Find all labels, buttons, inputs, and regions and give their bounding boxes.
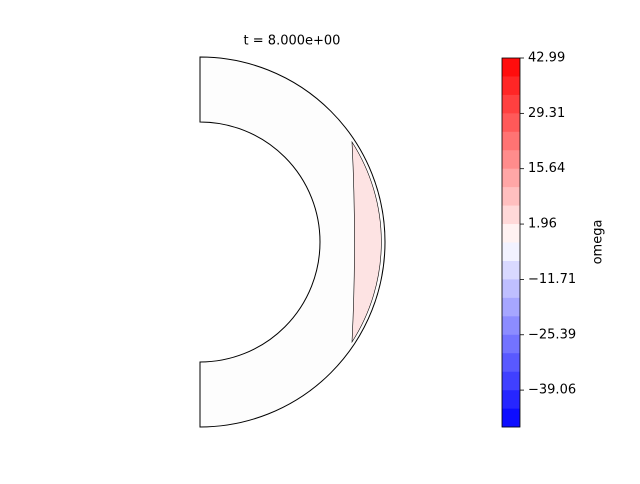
domain xyxy=(200,57,385,427)
colorbar-band xyxy=(502,316,520,336)
colorbar-band xyxy=(502,242,520,262)
colorbar-band xyxy=(502,334,520,354)
colorbar-band xyxy=(502,58,520,77)
colorbar-label: omega xyxy=(591,220,606,265)
colorbar-band xyxy=(502,94,520,114)
colorbar-tick-label: −11.71 xyxy=(528,272,576,287)
colorbar-band xyxy=(502,187,520,206)
colorbar-band xyxy=(502,279,520,299)
colorbar xyxy=(502,58,520,428)
colorbar-tick-label: −25.39 xyxy=(528,327,576,342)
colorbar-band xyxy=(502,76,520,96)
domain-outline xyxy=(199,56,386,428)
colorbar-tick-label: 29.31 xyxy=(528,106,565,121)
colorbar-tick-label: 42.99 xyxy=(528,51,565,66)
colorbar-band xyxy=(502,390,520,409)
colorbar-band xyxy=(502,205,520,225)
colorbar-band xyxy=(502,297,520,317)
colorbar-tick-label: 1.96 xyxy=(528,217,557,232)
colorbar-band xyxy=(502,408,520,428)
colorbar-frame xyxy=(501,57,521,428)
colorbar-band xyxy=(502,168,520,188)
colorbar-band xyxy=(502,260,520,280)
colorbar-tick-label: −39.06 xyxy=(528,383,576,398)
positive-region xyxy=(351,140,382,344)
plot-title: t = 8.000e+00 xyxy=(244,34,341,49)
colorbar-band xyxy=(502,353,520,372)
colorbar-band xyxy=(502,224,520,243)
colorbar-band xyxy=(502,113,520,133)
colorbar-band xyxy=(502,371,520,391)
colorbar-tick-label: 15.64 xyxy=(528,161,565,176)
colorbar-band xyxy=(502,131,520,151)
colorbar-band xyxy=(502,150,520,169)
